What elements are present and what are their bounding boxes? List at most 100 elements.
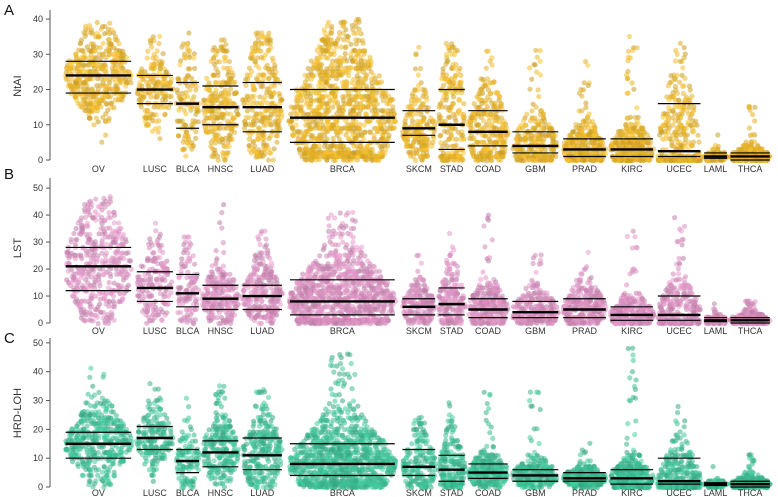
data-point — [348, 41, 354, 47]
data-point — [177, 62, 183, 68]
data-point — [529, 108, 535, 114]
data-point — [203, 86, 209, 92]
data-point — [112, 33, 118, 40]
data-point — [669, 108, 676, 114]
data-point — [96, 101, 102, 107]
data-point — [441, 128, 448, 134]
y-tick-label: 30 — [33, 237, 43, 247]
data-point — [100, 225, 106, 231]
data-point — [745, 142, 751, 149]
data-point — [120, 52, 126, 58]
data-point — [224, 90, 230, 96]
data-point — [87, 76, 93, 82]
data-point — [618, 132, 625, 138]
data-point — [103, 83, 109, 90]
data-point — [185, 73, 192, 79]
data-point — [248, 51, 255, 57]
category-label: BRCA — [330, 164, 355, 174]
data-point — [230, 100, 236, 106]
data-point — [352, 135, 358, 141]
data-point — [99, 221, 105, 227]
data-point — [542, 153, 548, 159]
category-label: OV — [92, 164, 105, 174]
data-point — [644, 140, 651, 146]
data-point — [264, 86, 270, 92]
data-point — [271, 146, 277, 152]
data-point — [690, 107, 696, 113]
data-point — [212, 94, 218, 100]
data-point — [409, 93, 415, 99]
data-point — [443, 72, 449, 78]
data-point — [157, 33, 163, 39]
data-point — [342, 51, 348, 57]
data-point — [687, 87, 693, 93]
data-point — [219, 136, 225, 142]
data-point — [533, 104, 539, 110]
data-point — [109, 66, 115, 72]
data-point — [516, 154, 522, 160]
data-point — [487, 150, 493, 156]
data-point — [247, 73, 253, 79]
data-point — [74, 76, 80, 82]
data-point — [187, 66, 193, 72]
data-point — [93, 115, 99, 121]
data-point — [450, 44, 456, 50]
data-point — [355, 65, 361, 71]
data-point — [91, 122, 97, 128]
data-point — [87, 198, 94, 204]
data-point — [452, 51, 458, 58]
data-point — [484, 104, 491, 110]
data-point — [407, 149, 413, 156]
data-point — [92, 47, 98, 54]
data-point — [80, 97, 86, 103]
data-point — [182, 94, 188, 100]
data-point — [193, 135, 199, 141]
data-point — [491, 104, 497, 110]
category-label: THCA — [738, 164, 763, 174]
data-point — [349, 154, 355, 160]
data-point — [521, 136, 528, 142]
data-point — [412, 87, 418, 93]
data-point — [176, 94, 182, 100]
data-point — [151, 51, 157, 58]
data-point — [360, 40, 366, 46]
data-point — [529, 76, 535, 82]
data-point — [212, 140, 218, 146]
data-point — [183, 153, 189, 159]
data-point — [678, 157, 684, 163]
data-point — [232, 79, 238, 85]
data-point — [187, 87, 193, 93]
data-point — [579, 93, 585, 99]
data-point — [89, 69, 95, 75]
data-point — [246, 97, 252, 103]
data-point — [111, 304, 118, 310]
data-point — [69, 82, 75, 89]
data-point — [356, 19, 362, 25]
category-label: HNSC — [208, 164, 234, 174]
data-point — [72, 94, 78, 100]
data-point — [669, 115, 676, 121]
data-point — [363, 73, 369, 79]
data-point — [299, 98, 305, 104]
data-point — [193, 111, 199, 117]
data-point — [108, 94, 114, 100]
data-point — [363, 65, 369, 71]
data-point — [203, 126, 209, 132]
data-point — [115, 65, 121, 71]
category-label: LUAD — [250, 164, 275, 174]
data-point — [85, 86, 91, 92]
data-point — [144, 55, 150, 61]
data-point — [691, 157, 697, 163]
data-point — [585, 62, 591, 68]
data-point — [79, 312, 85, 318]
data-point — [260, 132, 266, 138]
data-point — [183, 89, 189, 96]
data-point — [65, 75, 71, 82]
data-point — [681, 45, 687, 51]
data-point — [624, 90, 630, 96]
data-point — [208, 115, 214, 121]
data-point — [226, 59, 232, 65]
data-point — [542, 132, 548, 138]
data-point — [618, 157, 624, 163]
data-point — [412, 100, 418, 106]
